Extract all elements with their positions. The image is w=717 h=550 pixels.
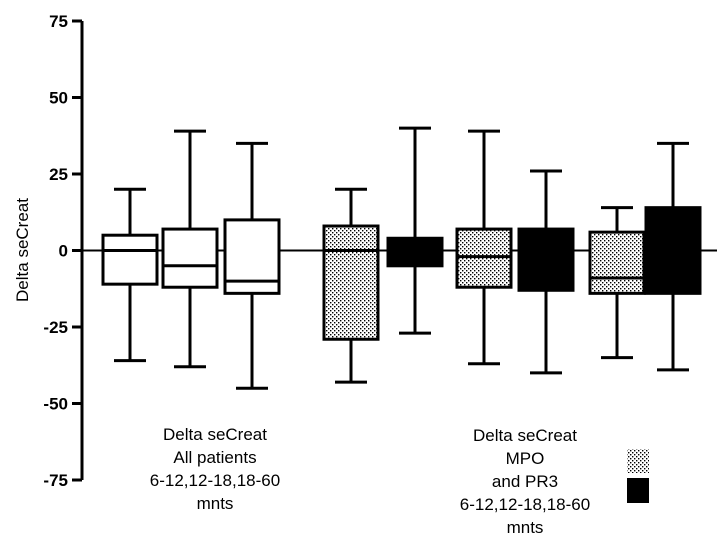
legend-swatch-black	[627, 478, 649, 503]
annotation-line: mnts	[507, 518, 544, 537]
annotation-line: and PR3	[492, 472, 558, 491]
y-tick-label: -25	[43, 318, 68, 337]
legend-swatch-dotted	[627, 449, 649, 473]
y-axis: 75 50 25 0 -25 -50 -75	[43, 12, 84, 490]
box-1	[101, 187, 159, 363]
y-axis-title: Delta seCreat	[13, 198, 32, 302]
box-iqr	[588, 230, 646, 295]
y-tick-label: 25	[49, 165, 68, 184]
y-tick-label: -50	[43, 395, 68, 414]
legend	[627, 449, 649, 503]
annotation-line: All patients	[173, 448, 256, 467]
annotation-all-patients: Delta seCreat All patients 6-12,12-18,18-6…	[150, 425, 280, 513]
y-tick-label: 0	[59, 242, 68, 261]
y-tick-label: 50	[49, 89, 68, 108]
y-tick-label: -75	[43, 471, 68, 490]
annotation-line: 6-12,12-18,18-60	[150, 471, 280, 490]
annotation-line: mnts	[197, 494, 234, 513]
y-tick-label: 75	[49, 12, 68, 31]
box-7	[517, 169, 575, 375]
box-iqr	[517, 227, 575, 292]
box-4	[322, 187, 380, 384]
annotation-line: Delta seCreat	[163, 425, 267, 444]
box-5	[386, 126, 444, 335]
box-9	[644, 141, 702, 372]
box-iqr	[455, 227, 513, 289]
box-3	[223, 141, 281, 390]
annotation-mpo-pr3: Delta seCreat MPO and PR3 6-12,12-18,18-60 m…	[460, 426, 590, 537]
annotation-line: MPO	[506, 449, 545, 468]
box-iqr	[322, 224, 380, 341]
box-6	[455, 129, 513, 366]
annotation-line: Delta seCreat	[473, 426, 577, 445]
box-8	[588, 206, 646, 360]
box-iqr	[101, 233, 159, 286]
box-2	[161, 129, 219, 369]
box-iqr	[161, 227, 219, 289]
annotation-line: 6-12,12-18,18-60	[460, 495, 590, 514]
box-iqr	[386, 236, 444, 268]
boxes-layer	[101, 126, 702, 390]
